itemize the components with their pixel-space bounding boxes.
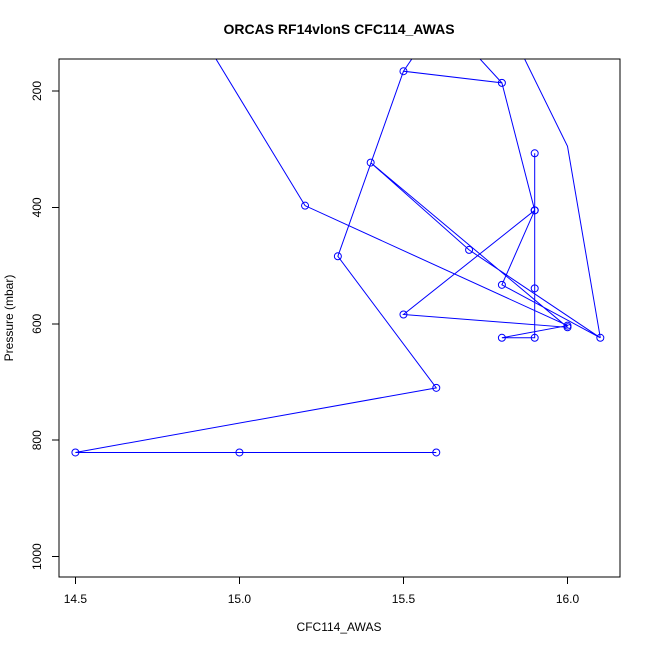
y-tick-label-3: 600 (30, 313, 44, 333)
x-axis: 14.5 15.0 15.5 16.0 (64, 576, 580, 606)
data-point-3 (71, 448, 80, 457)
data-point-13 (596, 333, 605, 342)
y-tick-label-2: 400 (30, 197, 44, 217)
data-point-11 (366, 158, 375, 167)
data-point-16 (530, 149, 539, 158)
y-axis: 200 400 600 800 1000 (30, 81, 60, 570)
data-point-12 (465, 245, 474, 254)
x-axis-title: CFC114_AWAS (297, 620, 382, 634)
data-point-4 (432, 383, 441, 392)
y-tick-label-5: 1000 (30, 543, 44, 570)
y-axis-title: Pressure (mbar) (2, 275, 16, 362)
data-point-21 (301, 201, 310, 210)
series-path-1-3 (524, 59, 601, 338)
data-point-5 (333, 252, 342, 261)
series-layer (75, 59, 601, 453)
y-tick-label-1: 200 (30, 81, 44, 101)
data-point-18 (530, 333, 539, 342)
data-point-7 (497, 78, 506, 87)
data-point-15 (530, 206, 539, 215)
series-path-1-1 (403, 59, 413, 72)
data-point-17 (530, 284, 539, 293)
y-tick-label-4: 800 (30, 430, 44, 450)
points-layer (71, 67, 605, 457)
series-line-1 (75, 59, 601, 453)
plot-frame (58, 58, 621, 578)
data-point-9 (399, 310, 408, 319)
data-point-1 (432, 448, 441, 457)
data-point-14 (497, 280, 506, 289)
x-tick-label-2: 15.0 (228, 592, 252, 606)
x-tick-label-3: 15.5 (392, 592, 416, 606)
data-point-2 (235, 448, 244, 457)
data-point-20 (563, 321, 572, 330)
x-tick-label-4: 16.0 (556, 592, 580, 606)
x-tick-label-1: 14.5 (64, 592, 88, 606)
data-point-19 (497, 333, 506, 342)
chart-title: ORCAS RF14vlonS CFC114_AWAS (223, 21, 454, 37)
series-path-1-2 (479, 59, 503, 84)
data-point-6 (399, 67, 408, 76)
